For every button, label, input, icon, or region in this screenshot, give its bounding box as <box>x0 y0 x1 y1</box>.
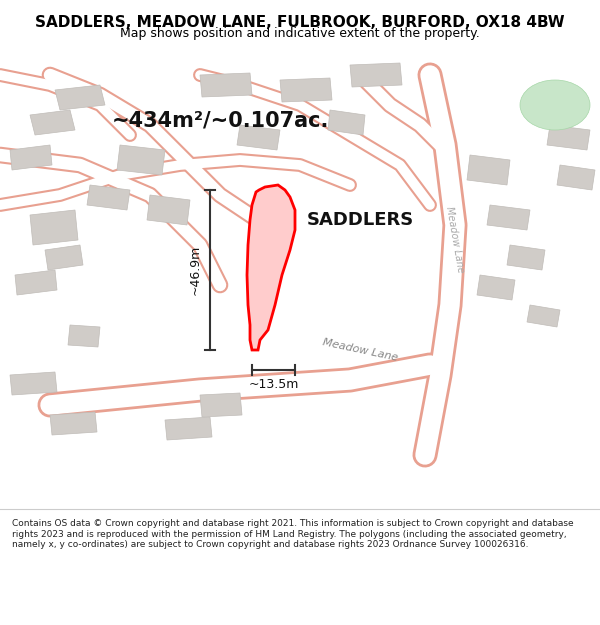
Polygon shape <box>10 372 57 395</box>
Polygon shape <box>45 245 83 270</box>
Polygon shape <box>165 417 212 440</box>
Polygon shape <box>487 205 530 230</box>
Polygon shape <box>328 110 365 135</box>
Polygon shape <box>117 145 165 175</box>
Polygon shape <box>200 73 252 97</box>
Polygon shape <box>527 305 560 327</box>
Polygon shape <box>507 245 545 270</box>
Text: ~13.5m: ~13.5m <box>248 379 299 391</box>
Polygon shape <box>350 63 402 87</box>
Text: ~434m²/~0.107ac.: ~434m²/~0.107ac. <box>112 110 329 130</box>
Polygon shape <box>547 125 590 150</box>
Polygon shape <box>30 110 75 135</box>
Polygon shape <box>30 210 78 245</box>
Text: Contains OS data © Crown copyright and database right 2021. This information is : Contains OS data © Crown copyright and d… <box>12 519 574 549</box>
Polygon shape <box>10 145 52 170</box>
Text: Meadow Lane: Meadow Lane <box>322 337 398 363</box>
Text: Meadow Lane: Meadow Lane <box>444 206 466 274</box>
Polygon shape <box>280 78 332 102</box>
Polygon shape <box>50 412 97 435</box>
Ellipse shape <box>520 80 590 130</box>
Text: ~46.9m: ~46.9m <box>188 245 202 295</box>
Polygon shape <box>68 325 100 347</box>
Text: Map shows position and indicative extent of the property.: Map shows position and indicative extent… <box>120 27 480 39</box>
Polygon shape <box>87 185 130 210</box>
Text: SADDLERS: SADDLERS <box>307 211 413 229</box>
Polygon shape <box>15 270 57 295</box>
Polygon shape <box>467 155 510 185</box>
Polygon shape <box>247 185 295 350</box>
Polygon shape <box>237 125 280 150</box>
Polygon shape <box>55 85 105 110</box>
Text: SADDLERS, MEADOW LANE, FULBROOK, BURFORD, OX18 4BW: SADDLERS, MEADOW LANE, FULBROOK, BURFORD… <box>35 16 565 31</box>
Polygon shape <box>200 393 242 417</box>
Polygon shape <box>147 195 190 225</box>
Polygon shape <box>557 165 595 190</box>
Polygon shape <box>477 275 515 300</box>
